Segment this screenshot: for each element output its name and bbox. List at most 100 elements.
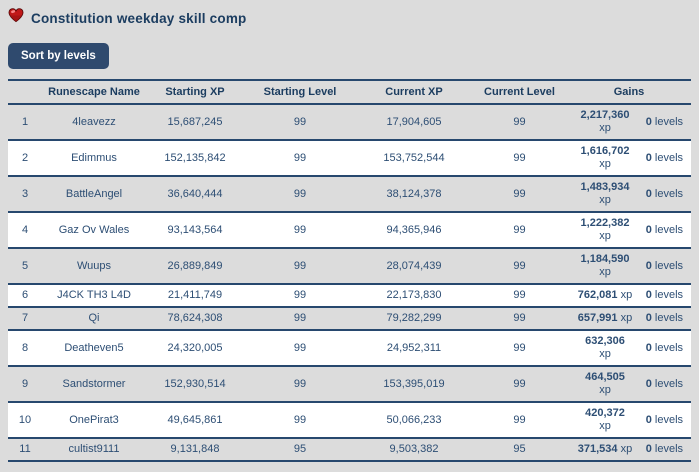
table-row: 8 Deatheven5 24,320,005 99 24,952,311 99… [8,330,692,366]
current-level-cell: 99 [513,259,526,272]
skill-comp-table: Runescape Name Starting XP Starting Leve… [8,79,692,462]
current-xp-cell: 38,124,378 [386,187,442,200]
starting-level-cell: 99 [293,151,307,164]
player-name-link[interactable]: Qi [88,312,100,324]
current-level-cell: 99 [513,187,526,200]
rank-cell: 10 [18,413,32,426]
rank-cell: 4 [21,223,29,236]
starting-xp-cell: 15,687,245 [167,115,223,128]
rank-cell: 6 [21,289,29,301]
rank-cell: 3 [21,187,29,200]
table-row: 4 Gaz Ov Wales 93,143,564 99 94,365,946 … [8,212,692,248]
page-title: Constitution weekday skill comp [31,10,247,26]
starting-xp-cell: 49,645,861 [167,413,223,426]
gains-xp-cell: 632,306 xp [585,335,625,360]
current-level-cell: 99 [513,115,526,128]
starting-xp-cell: 78,624,308 [167,312,223,324]
current-xp-cell: 50,066,233 [386,413,442,426]
starting-level-cell: 99 [293,187,307,200]
player-name-link[interactable]: Sandstormer [62,377,126,390]
gains-levels-cell: 0 levels [645,312,684,324]
table-row: 11 cultist9111 9,131,848 95 9,503,382 95… [8,438,692,461]
starting-level-cell: 99 [293,377,307,390]
gains-levels-cell: 0 levels [645,289,684,301]
table-row: 1 4leavezz 15,687,245 99 17,904,605 99 2… [8,104,692,140]
starting-level-cell: 99 [293,312,307,324]
starting-level-cell: 99 [293,341,307,354]
starting-xp-cell: 24,320,005 [167,341,223,354]
gains-levels-cell: 0 levels [645,115,684,128]
player-name-link[interactable]: J4CK TH3 L4D [57,289,131,301]
gains-levels-cell: 0 levels [645,223,684,236]
starting-level-cell: 99 [293,413,307,426]
current-level-cell: 99 [513,312,526,324]
rank-cell: 1 [21,115,29,128]
player-name-link[interactable]: cultist9111 [68,443,120,455]
gains-xp-cell: 420,372 xp [585,407,625,432]
gains-xp-cell: 762,081 xp [577,289,633,301]
gains-levels-cell: 0 levels [645,443,684,455]
gains-levels-cell: 0 levels [645,413,684,426]
starting-xp-cell: 21,411,749 [167,289,223,301]
gains-levels-cell: 0 levels [645,341,684,354]
current-xp-cell: 22,173,830 [386,289,442,301]
player-name-link[interactable]: 4leavezz [72,115,116,128]
table-row: 10 OnePirat3 49,645,861 99 50,066,233 99… [8,402,692,438]
titlebar: Constitution weekday skill comp [8,8,691,28]
current-level-cell: 95 [513,443,526,455]
table-header-row: Runescape Name Starting XP Starting Leve… [8,80,692,104]
starting-xp-cell: 9,131,848 [170,443,220,455]
col-header-gains: Gains [613,86,645,98]
gains-xp-cell: 371,534 xp [577,443,633,455]
gains-xp-cell: 657,991 xp [577,312,633,324]
player-name-link[interactable]: Gaz Ov Wales [58,223,130,236]
table-row: 9 Sandstormer 152,930,514 99 153,395,019… [8,366,692,402]
col-header-starting-level: Starting Level [263,86,337,98]
gains-xp-cell: 464,505 xp [585,371,625,396]
player-name-link[interactable]: OnePirat3 [69,413,119,426]
current-xp-cell: 28,074,439 [386,259,442,272]
table-row: 5 Wuups 26,889,849 99 28,074,439 99 1,18… [8,248,692,284]
starting-level-cell: 95 [293,443,307,455]
current-xp-cell: 79,282,299 [386,312,442,324]
gains-xp-cell: 1,483,934 xp [580,181,630,206]
starting-xp-cell: 36,640,444 [167,187,223,200]
sort-by-levels-button[interactable]: Sort by levels [8,43,109,69]
current-xp-cell: 24,952,311 [386,341,442,354]
starting-level-cell: 99 [293,259,307,272]
current-level-cell: 99 [513,413,526,426]
rank-cell: 7 [21,312,29,324]
starting-level-cell: 99 [293,289,307,301]
gains-xp-cell: 2,217,360 xp [580,109,630,134]
current-xp-cell: 153,395,019 [383,377,445,390]
table-body: 1 4leavezz 15,687,245 99 17,904,605 99 2… [8,104,692,461]
gains-levels-cell: 0 levels [645,187,684,200]
starting-xp-cell: 93,143,564 [167,223,223,236]
constitution-heart-icon [8,8,24,28]
current-level-cell: 99 [513,341,526,354]
current-level-cell: 99 [513,223,526,236]
rank-cell: 11 [19,443,31,455]
player-name-link[interactable]: Wuups [76,259,112,272]
starting-xp-cell: 152,930,514 [164,377,226,390]
starting-level-cell: 99 [293,223,307,236]
rank-cell: 9 [21,377,29,390]
table-row: 2 Edimmus 152,135,842 99 153,752,544 99 … [8,140,692,176]
current-level-cell: 99 [513,151,526,164]
player-name-link[interactable]: BattleAngel [65,187,123,200]
player-name-link[interactable]: Edimmus [71,151,117,164]
player-name-link[interactable]: Deatheven5 [64,341,124,354]
col-header-current-xp: Current XP [385,86,443,98]
col-header-current-level: Current Level [484,86,555,98]
rank-cell: 5 [21,259,29,272]
gains-levels-cell: 0 levels [645,259,684,272]
col-header-starting-xp: Starting XP [165,86,225,98]
current-level-cell: 99 [513,289,526,301]
gains-levels-cell: 0 levels [645,377,684,390]
gains-xp-cell: 1,222,382 xp [580,217,630,242]
rank-cell: 2 [21,151,29,164]
top-section: Constitution weekday skill comp Sort by … [0,0,699,69]
gains-levels-cell: 0 levels [645,151,684,164]
gains-xp-cell: 1,616,702 xp [580,145,630,170]
